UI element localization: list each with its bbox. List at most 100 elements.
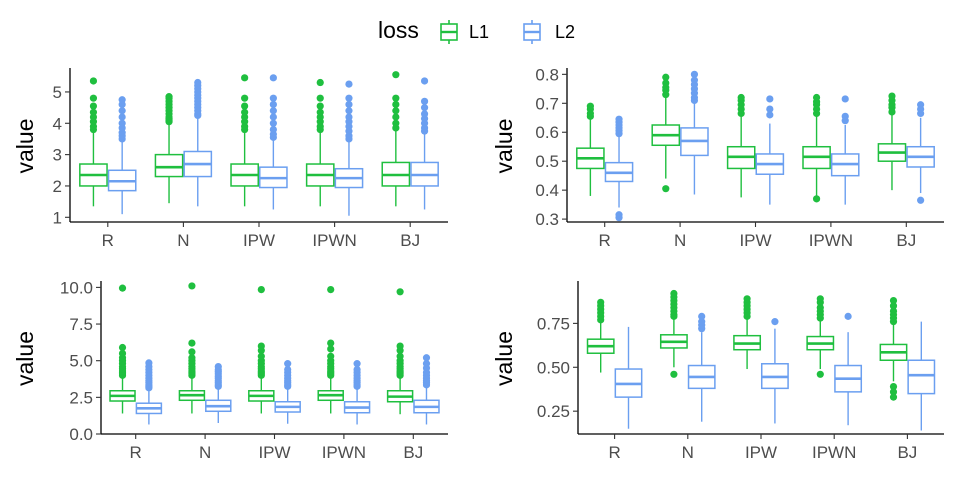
outlier-point <box>690 76 699 84</box>
outlier-point <box>771 318 779 326</box>
outlier-point <box>917 196 925 204</box>
outlier-point <box>396 288 404 296</box>
outlier-point <box>165 93 173 101</box>
outlier-point <box>118 107 126 115</box>
box-l2-ipwn <box>830 95 860 205</box>
outlier-point <box>889 393 898 401</box>
outlier-point <box>327 352 335 360</box>
outlier-point <box>269 125 277 134</box>
outlier-point <box>743 295 751 303</box>
outlier-point <box>269 113 277 121</box>
y-tick-label: 0.0 <box>69 425 93 444</box>
outlier-point <box>392 94 400 102</box>
y-tick-label: 4 <box>53 114 62 133</box>
outlier-point <box>89 108 98 116</box>
outlier-point <box>316 94 324 102</box>
box-l2-ipwn <box>343 360 371 425</box>
box-l2-n <box>183 78 213 207</box>
outlier-point <box>284 365 292 374</box>
outlier-point <box>662 73 670 81</box>
box-l1-bj <box>386 288 414 415</box>
outlier-point <box>188 339 196 347</box>
box-l1-bj <box>381 71 411 207</box>
outlier-point <box>420 104 429 112</box>
y-tick-label: 2.5 <box>69 388 93 407</box>
outlier-point <box>118 113 126 121</box>
y-tick-label: 0.5 <box>535 152 559 171</box>
y-tick-label: 2 <box>53 177 62 196</box>
y-tick-label: 0.7 <box>535 94 559 113</box>
outlier-point <box>345 80 353 88</box>
box-l2-ipwn <box>834 312 863 426</box>
box-l1-ipw <box>248 285 275 414</box>
outlier-point <box>670 289 678 298</box>
box-l2-n <box>205 362 232 424</box>
outlier-point <box>844 312 852 320</box>
outlier-point <box>737 93 745 102</box>
outlier-point <box>841 112 849 120</box>
outlier-point <box>316 108 324 116</box>
outlier-point <box>888 92 896 100</box>
outlier-point <box>662 79 670 87</box>
panel-bottom-right: 0.25 0.50 0.75 R N IPW IPWN BJ value <box>491 281 944 462</box>
outlier-point <box>841 95 849 103</box>
y-tick-label: 10.0 <box>60 278 93 297</box>
box-l1-ipwn <box>305 78 335 207</box>
box-l1-n <box>154 93 184 204</box>
outlier-point <box>316 102 324 110</box>
x-tick-label: R <box>130 443 142 462</box>
outlier-point <box>118 284 127 292</box>
outlier-point <box>392 71 400 79</box>
outlier-point <box>917 101 925 109</box>
y-tick-label: 3 <box>53 146 62 165</box>
outlier-point <box>89 94 98 102</box>
y-tick-label: 0.3 <box>535 210 559 229</box>
box-l1-ipw <box>726 93 756 198</box>
outlier-point <box>698 318 706 326</box>
outlier-point <box>586 102 594 110</box>
box-l2-r <box>135 359 163 425</box>
outlier-point <box>597 298 605 306</box>
outlier-point <box>188 282 196 290</box>
box-l2-n <box>687 312 716 422</box>
outlier-point <box>269 119 277 127</box>
x-tick-label: BJ <box>896 231 916 250</box>
outlier-point <box>615 115 623 123</box>
x-tick-label: N <box>674 231 686 250</box>
panel-top-left: 1 2 3 4 5 R N IPW IPWN BJ value <box>12 68 448 250</box>
x-tick-label: IPW <box>739 231 771 250</box>
x-tick-label: IPWN <box>809 231 853 250</box>
box-l1-ipwn <box>317 285 344 414</box>
y-tick-label: 5 <box>53 83 62 102</box>
outlier-point <box>269 107 277 115</box>
outlier-point <box>269 94 277 102</box>
outlier-point <box>766 95 774 103</box>
outlier-point <box>889 302 898 310</box>
box-l1-n <box>651 73 681 193</box>
x-tick-label: IPWN <box>312 231 356 250</box>
outlier-point <box>118 349 127 357</box>
outlier-point <box>889 296 898 305</box>
outlier-point <box>816 295 824 303</box>
x-tick-label: IPW <box>258 443 290 462</box>
outlier-point <box>392 107 400 115</box>
legend-label-l2: L2 <box>555 22 575 42</box>
outlier-point <box>420 77 429 85</box>
box-l1-r <box>576 102 605 196</box>
outlier-point <box>392 113 400 121</box>
outlier-point <box>420 97 429 105</box>
y-tick-label: 5.0 <box>69 352 93 371</box>
outlier-point <box>327 345 335 353</box>
outlier-point <box>214 362 222 371</box>
x-tick-label: R <box>102 231 114 250</box>
outlier-point <box>353 365 361 374</box>
box-l2-bj <box>907 321 936 431</box>
legend-title: loss <box>378 17 419 43</box>
box-l1-bj <box>879 296 908 401</box>
box-l1-r <box>586 298 615 373</box>
box-l2-bj <box>410 77 439 210</box>
box-l1-ipwn <box>806 295 835 378</box>
box-l2-ipw <box>259 74 288 210</box>
outlier-point <box>889 388 898 396</box>
outlier-point <box>327 285 335 294</box>
